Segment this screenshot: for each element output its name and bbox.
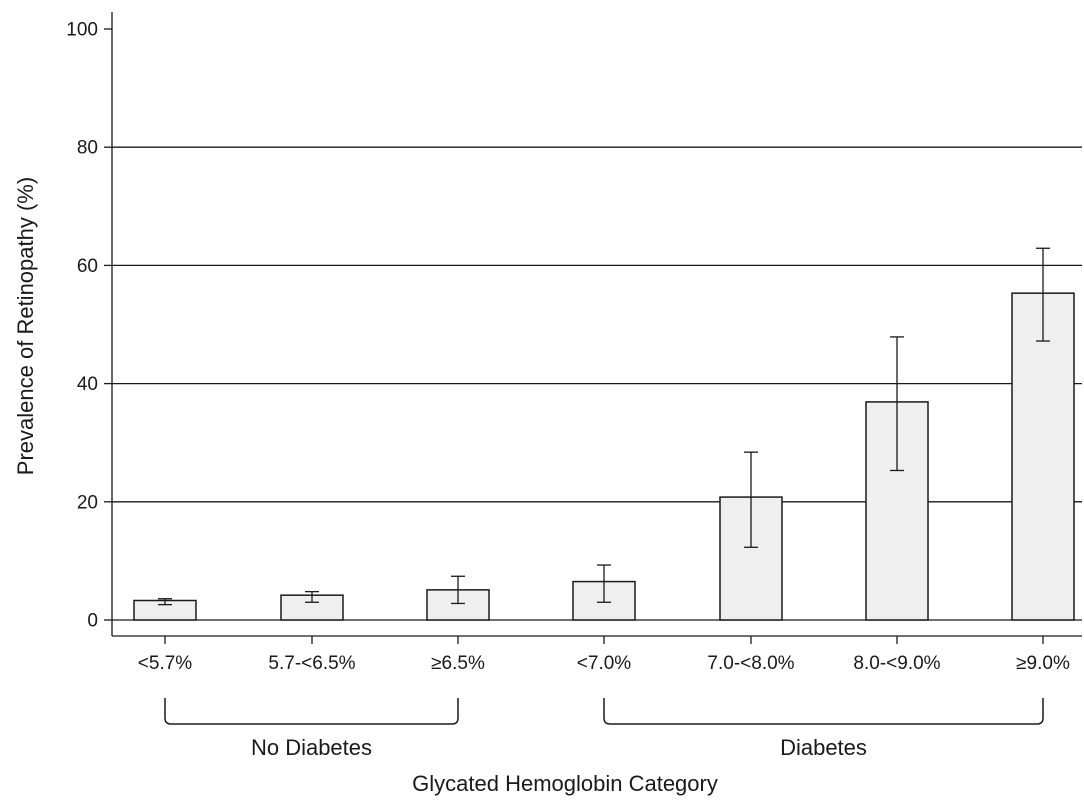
- y-tick-label-0: 0: [87, 611, 98, 632]
- y-tick-label-100: 100: [66, 20, 98, 41]
- x-axis-title: Glycated Hemoglobin Category: [412, 771, 718, 796]
- x-tick-label-2: ≥6.5%: [431, 653, 485, 674]
- group-brackets: No Diabetes Diabetes: [164, 698, 1044, 760]
- group-label-1: Diabetes: [780, 735, 867, 760]
- x-ticks: <5.7% 5.7-<6.5% ≥6.5% <7.0% 7.0-<8.0% 8.0-<9.…: [138, 636, 1070, 674]
- x-tick-label-1: 5.7-<6.5%: [268, 653, 355, 674]
- x-tick-label-4: 7.0-<8.0%: [707, 653, 794, 674]
- gridlines: [112, 146, 1082, 621]
- y-tick-label-20: 20: [77, 492, 98, 513]
- x-tick-label-6: ≥9.0%: [1016, 653, 1070, 674]
- group-bracket-0: [164, 698, 459, 725]
- group-label-0: No Diabetes: [251, 735, 372, 760]
- x-tick-label-5: 8.0-<9.0%: [853, 653, 940, 674]
- y-tick-label-60: 60: [77, 256, 98, 277]
- error-bars: [158, 247, 1050, 606]
- bar-6: [1011, 292, 1075, 621]
- y-axis-title: Prevalence of Retinopathy (%): [13, 177, 38, 475]
- y-tick-label-80: 80: [77, 138, 98, 159]
- y-tick-label-40: 40: [77, 374, 98, 395]
- y-ticks: 0 20 40 60 80 100: [66, 20, 112, 632]
- bars: [133, 292, 1075, 621]
- x-tick-label-0: <5.7%: [138, 653, 193, 674]
- group-bracket-1: [603, 698, 1044, 725]
- bar-4: [719, 496, 783, 621]
- x-tick-label-3: <7.0%: [577, 653, 632, 674]
- axes: [111, 12, 1082, 637]
